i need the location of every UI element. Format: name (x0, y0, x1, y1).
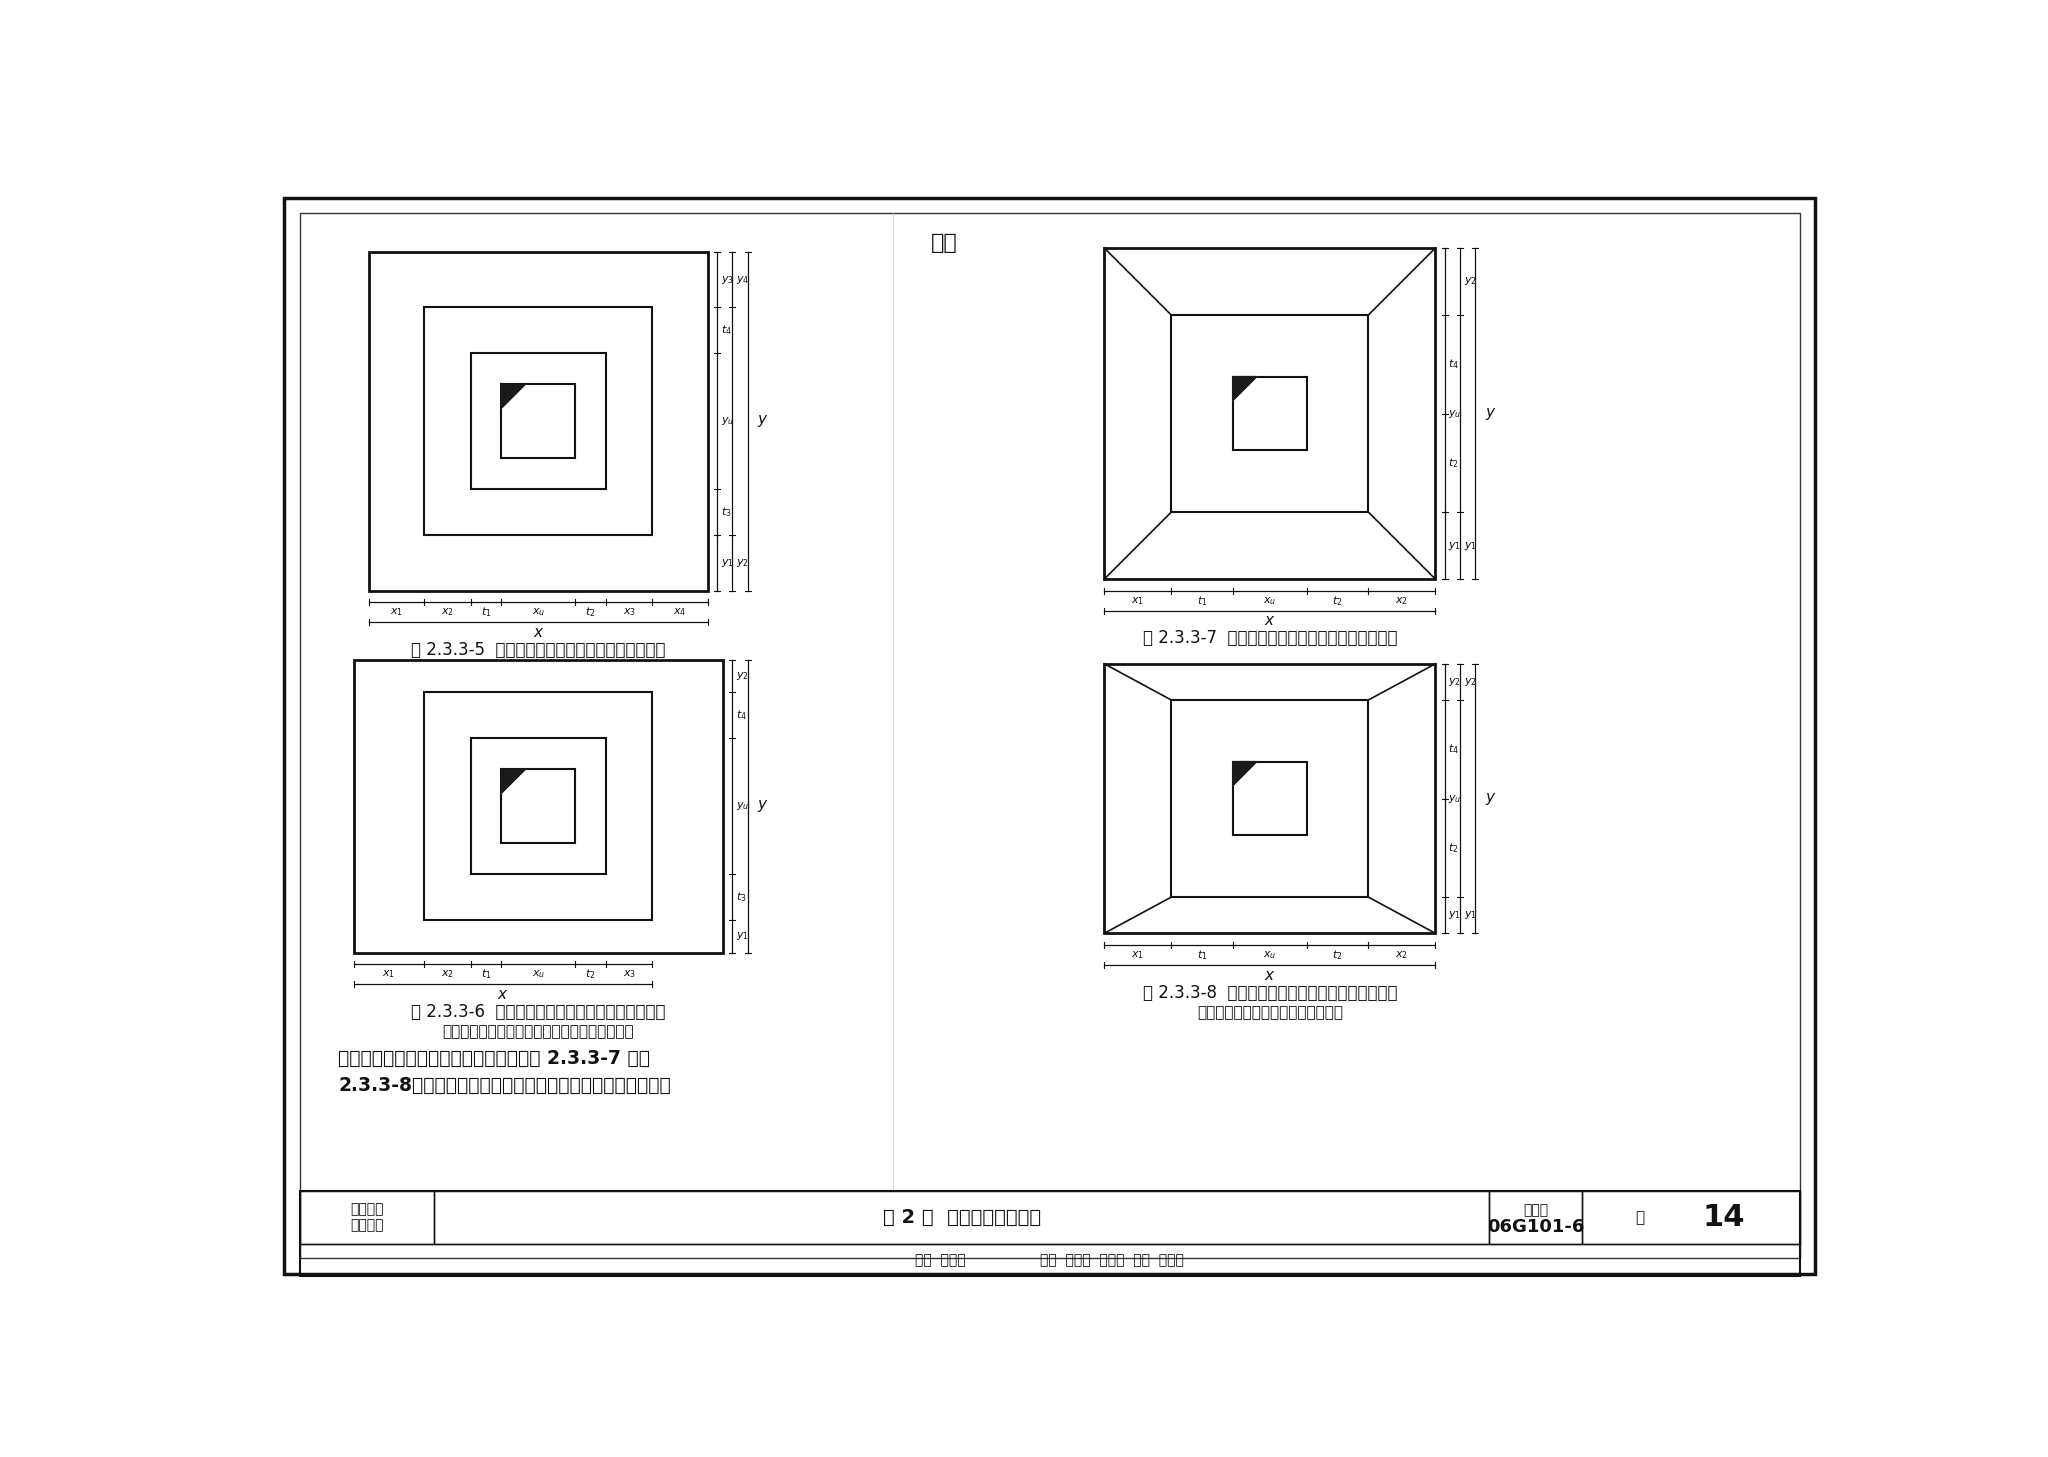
Text: $y_2$: $y_2$ (1448, 676, 1462, 688)
Text: $x_3$: $x_3$ (623, 606, 635, 618)
Text: $t_2$: $t_2$ (1448, 456, 1458, 469)
Text: 图 2.3.3-7  坡形截面杯口独立基础原位标注（一）: 图 2.3.3-7 坡形截面杯口独立基础原位标注（一） (1143, 629, 1397, 647)
Bar (424, 307, 651, 535)
Text: 2.3.3-8。高杯口独立基础的原位标注与杯口独立基础完全相: 2.3.3-8。高杯口独立基础的原位标注与杯口独立基础完全相 (338, 1075, 672, 1094)
Text: $x$: $x$ (1264, 969, 1276, 982)
Bar (502, 385, 575, 457)
Bar (1104, 248, 1436, 578)
Text: 同。: 同。 (932, 233, 958, 252)
Text: $y_1$: $y_1$ (1448, 909, 1462, 921)
Text: $y$: $y$ (758, 414, 768, 430)
Text: $y_2$: $y_2$ (1464, 275, 1477, 287)
Bar (502, 769, 575, 844)
Bar (434, 1192, 1489, 1244)
Text: $t_4$: $t_4$ (721, 323, 731, 337)
Text: $t_1$: $t_1$ (1196, 949, 1208, 962)
Text: $x_u$: $x_u$ (1264, 594, 1276, 606)
Text: $y$: $y$ (1485, 405, 1497, 421)
Bar (1171, 315, 1368, 511)
Text: $t_2$: $t_2$ (1448, 841, 1458, 855)
Text: 第一部分
制图规则: 第一部分 制图规则 (350, 1202, 383, 1233)
Text: $y$: $y$ (758, 798, 768, 814)
Text: $t_3$: $t_3$ (721, 506, 731, 519)
Text: $x_1$: $x_1$ (383, 969, 395, 981)
Bar (471, 739, 606, 874)
Text: $x_2$: $x_2$ (1395, 949, 1409, 960)
Text: 图 2.3.3-6  阶形截面杯口独立基础原位标注（二）: 图 2.3.3-6 阶形截面杯口独立基础原位标注（二） (412, 1002, 666, 1021)
Text: $y_4$: $y_4$ (735, 274, 750, 286)
Text: $y_u$: $y_u$ (1448, 793, 1462, 804)
Text: $t_4$: $t_4$ (1448, 357, 1460, 372)
Bar (1104, 664, 1436, 934)
Text: 图 2.3.3-8  坡形截面杯口独立基础原位标注（二）: 图 2.3.3-8 坡形截面杯口独立基础原位标注（二） (1143, 983, 1397, 1001)
Text: $y_2$: $y_2$ (735, 557, 750, 568)
Text: $x_2$: $x_2$ (1395, 594, 1409, 606)
Text: 图集号: 图集号 (1524, 1202, 1548, 1217)
Text: 页: 页 (1634, 1209, 1645, 1225)
Bar (354, 660, 723, 953)
Text: $y_2$: $y_2$ (735, 670, 750, 682)
Text: $t_2$: $t_2$ (586, 605, 596, 619)
Text: $x_3$: $x_3$ (623, 969, 635, 981)
Text: $t_1$: $t_1$ (481, 967, 492, 981)
Bar (471, 354, 606, 490)
Text: $t_3$: $t_3$ (735, 890, 748, 903)
Bar (299, 1192, 434, 1244)
Text: $x$: $x$ (1264, 615, 1276, 628)
Text: $x_u$: $x_u$ (1264, 949, 1276, 960)
Text: $x_1$: $x_1$ (389, 606, 403, 618)
Bar (1581, 1192, 1800, 1244)
Bar (1233, 376, 1307, 450)
Text: $y_3$: $y_3$ (721, 274, 733, 286)
Polygon shape (502, 769, 526, 793)
Text: $x$: $x$ (498, 988, 508, 1002)
Text: $y_u$: $y_u$ (735, 800, 750, 812)
Text: 坡形截面杯口独立基础的原位标注，见图 2.3.3-7 和图: 坡形截面杯口独立基础的原位标注，见图 2.3.3-7 和图 (338, 1049, 649, 1068)
Text: $x_u$: $x_u$ (532, 969, 545, 981)
Text: $x_2$: $x_2$ (440, 969, 455, 981)
Polygon shape (502, 385, 526, 408)
Polygon shape (1233, 376, 1257, 401)
Text: $y_1$: $y_1$ (1464, 539, 1477, 552)
Text: 第 2 章  独立基础制图规则: 第 2 章 独立基础制图规则 (883, 1208, 1040, 1227)
Bar (299, 1192, 1800, 1276)
Text: $y_2$: $y_2$ (1464, 676, 1477, 688)
Bar (1233, 762, 1307, 835)
Bar (369, 252, 709, 590)
Text: $x_4$: $x_4$ (674, 606, 686, 618)
Text: （本图所示基础底板有两边不放坡）: （本图所示基础底板有两边不放坡） (1196, 1005, 1343, 1020)
Text: $t_2$: $t_2$ (1333, 949, 1343, 962)
Text: $x_2$: $x_2$ (440, 606, 455, 618)
Text: 06G101-6: 06G101-6 (1487, 1218, 1585, 1236)
Text: $y_u$: $y_u$ (721, 415, 735, 427)
Text: $y_1$: $y_1$ (735, 931, 750, 943)
Text: $y$: $y$ (1485, 791, 1497, 807)
Text: $t_4$: $t_4$ (1448, 743, 1460, 756)
Text: 14: 14 (1702, 1203, 1745, 1233)
Text: $x$: $x$ (532, 627, 545, 640)
Text: $y_1$: $y_1$ (721, 557, 733, 568)
Text: $t_1$: $t_1$ (1196, 594, 1208, 608)
Text: $x_u$: $x_u$ (532, 606, 545, 618)
Text: 审核  陈座琴                 校对  刘其祥  则基珅  设计  陈青来: 审核 陈座琴 校对 刘其祥 则基珅 设计 陈青来 (915, 1253, 1184, 1266)
Text: $y_1$: $y_1$ (1464, 909, 1477, 921)
Text: （本图所示基础底板的一边比其他三边多一阶）: （本图所示基础底板的一边比其他三边多一阶） (442, 1024, 635, 1039)
Text: $t_2$: $t_2$ (586, 967, 596, 981)
Bar (1171, 699, 1368, 898)
Text: $t_2$: $t_2$ (1333, 594, 1343, 608)
Polygon shape (1233, 762, 1257, 785)
Text: $x_1$: $x_1$ (1130, 594, 1145, 606)
Text: 图 2.3.3-5  阶形截面杯口独立基础原位标注（一）: 图 2.3.3-5 阶形截面杯口独立基础原位标注（一） (412, 641, 666, 659)
Bar (1489, 1192, 1581, 1244)
Text: $t_4$: $t_4$ (735, 708, 748, 723)
Text: $y_1$: $y_1$ (1448, 539, 1462, 552)
Text: $t_1$: $t_1$ (481, 605, 492, 619)
Text: $y_u$: $y_u$ (1448, 408, 1462, 420)
Text: $x_1$: $x_1$ (1130, 949, 1145, 960)
Bar (424, 692, 651, 921)
